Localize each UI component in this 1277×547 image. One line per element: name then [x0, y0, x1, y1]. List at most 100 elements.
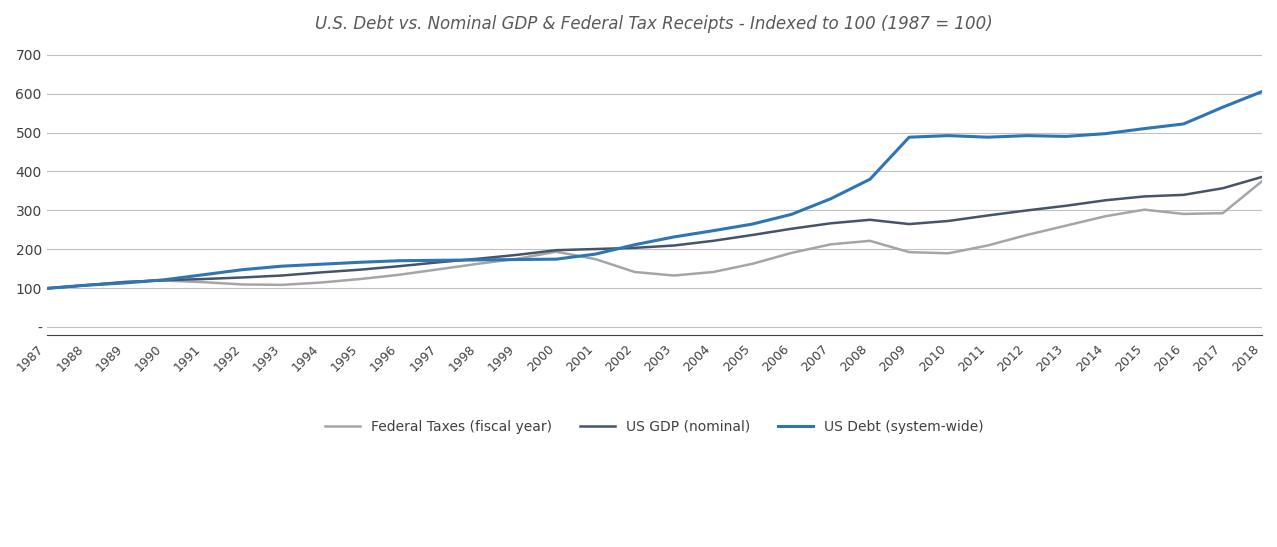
US Debt (system-wide) [667, 234, 682, 240]
US Debt (system-wide) [1137, 125, 1152, 132]
US Debt (system-wide) [157, 277, 172, 283]
US GDP (nominal) [979, 212, 995, 219]
US Debt (system-wide) [824, 195, 839, 202]
US Debt (system-wide) [78, 282, 93, 288]
US GDP (nominal) [157, 277, 172, 283]
US Debt (system-wide) [1097, 130, 1112, 137]
US GDP (nominal) [1216, 185, 1231, 191]
Federal Taxes (fiscal year) [784, 249, 799, 256]
US Debt (system-wide) [941, 132, 956, 139]
Federal Taxes (fiscal year) [705, 269, 720, 275]
Federal Taxes (fiscal year) [1176, 211, 1191, 217]
Federal Taxes (fiscal year) [1059, 223, 1074, 229]
US Debt (system-wide) [117, 280, 133, 286]
Title: U.S. Debt vs. Nominal GDP & Federal Tax Receipts - Indexed to 100 (1987 = 100): U.S. Debt vs. Nominal GDP & Federal Tax … [315, 15, 994, 33]
Federal Taxes (fiscal year) [744, 260, 760, 267]
Line: US GDP (nominal): US GDP (nominal) [47, 177, 1262, 288]
Federal Taxes (fiscal year) [432, 266, 447, 272]
Federal Taxes (fiscal year) [195, 279, 211, 286]
US GDP (nominal) [432, 259, 447, 265]
Federal Taxes (fiscal year) [313, 280, 328, 286]
US Debt (system-wide) [705, 228, 720, 234]
Legend: Federal Taxes (fiscal year), US GDP (nominal), US Debt (system-wide): Federal Taxes (fiscal year), US GDP (nom… [319, 414, 988, 439]
US GDP (nominal) [78, 282, 93, 288]
Federal Taxes (fiscal year) [549, 248, 564, 255]
Federal Taxes (fiscal year) [352, 276, 368, 282]
Federal Taxes (fiscal year) [40, 285, 55, 292]
US GDP (nominal) [941, 218, 956, 224]
US GDP (nominal) [510, 252, 525, 258]
US GDP (nominal) [549, 247, 564, 253]
US Debt (system-wide) [510, 256, 525, 263]
US GDP (nominal) [235, 274, 250, 281]
US Debt (system-wide) [627, 241, 642, 248]
US Debt (system-wide) [275, 263, 290, 270]
Federal Taxes (fiscal year) [667, 272, 682, 279]
US GDP (nominal) [862, 217, 877, 223]
Federal Taxes (fiscal year) [78, 282, 93, 288]
Federal Taxes (fiscal year) [941, 250, 956, 257]
Federal Taxes (fiscal year) [117, 278, 133, 285]
US Debt (system-wide) [195, 271, 211, 278]
US GDP (nominal) [40, 285, 55, 292]
Federal Taxes (fiscal year) [902, 249, 917, 255]
Federal Taxes (fiscal year) [979, 242, 995, 249]
Federal Taxes (fiscal year) [627, 269, 642, 275]
US Debt (system-wide) [470, 257, 485, 263]
US Debt (system-wide) [744, 221, 760, 228]
US Debt (system-wide) [1059, 133, 1074, 139]
Federal Taxes (fiscal year) [1019, 232, 1034, 238]
US GDP (nominal) [1097, 197, 1112, 203]
US Debt (system-wide) [902, 134, 917, 141]
US Debt (system-wide) [1176, 121, 1191, 127]
US GDP (nominal) [313, 269, 328, 276]
US GDP (nominal) [1059, 202, 1074, 209]
US GDP (nominal) [117, 279, 133, 286]
Federal Taxes (fiscal year) [510, 255, 525, 262]
Federal Taxes (fiscal year) [470, 260, 485, 267]
US GDP (nominal) [902, 221, 917, 228]
Federal Taxes (fiscal year) [1097, 213, 1112, 219]
US Debt (system-wide) [549, 256, 564, 263]
US Debt (system-wide) [587, 251, 603, 258]
US GDP (nominal) [1254, 173, 1269, 180]
US GDP (nominal) [195, 276, 211, 282]
US GDP (nominal) [352, 266, 368, 273]
Federal Taxes (fiscal year) [1254, 178, 1269, 184]
US GDP (nominal) [470, 255, 485, 262]
US Debt (system-wide) [235, 266, 250, 273]
US GDP (nominal) [275, 272, 290, 279]
Federal Taxes (fiscal year) [1137, 206, 1152, 213]
US Debt (system-wide) [313, 261, 328, 267]
US GDP (nominal) [705, 237, 720, 244]
US Debt (system-wide) [392, 258, 407, 264]
US Debt (system-wide) [40, 285, 55, 292]
US Debt (system-wide) [784, 211, 799, 218]
US Debt (system-wide) [979, 134, 995, 141]
Federal Taxes (fiscal year) [392, 271, 407, 278]
US GDP (nominal) [824, 220, 839, 226]
US GDP (nominal) [1137, 193, 1152, 200]
US GDP (nominal) [627, 245, 642, 251]
Federal Taxes (fiscal year) [587, 256, 603, 263]
US Debt (system-wide) [1216, 104, 1231, 110]
US Debt (system-wide) [862, 176, 877, 183]
Line: Federal Taxes (fiscal year): Federal Taxes (fiscal year) [47, 181, 1262, 288]
Federal Taxes (fiscal year) [862, 237, 877, 244]
US GDP (nominal) [1019, 207, 1034, 214]
US Debt (system-wide) [352, 259, 368, 265]
US GDP (nominal) [1176, 191, 1191, 198]
US GDP (nominal) [392, 263, 407, 270]
Federal Taxes (fiscal year) [275, 282, 290, 288]
US GDP (nominal) [667, 242, 682, 249]
US GDP (nominal) [744, 232, 760, 238]
Federal Taxes (fiscal year) [157, 277, 172, 284]
US Debt (system-wide) [1254, 88, 1269, 95]
Line: US Debt (system-wide): US Debt (system-wide) [47, 91, 1262, 288]
Federal Taxes (fiscal year) [235, 281, 250, 288]
US GDP (nominal) [784, 225, 799, 232]
US GDP (nominal) [587, 246, 603, 252]
US Debt (system-wide) [1019, 132, 1034, 139]
Federal Taxes (fiscal year) [824, 241, 839, 248]
US Debt (system-wide) [432, 257, 447, 264]
